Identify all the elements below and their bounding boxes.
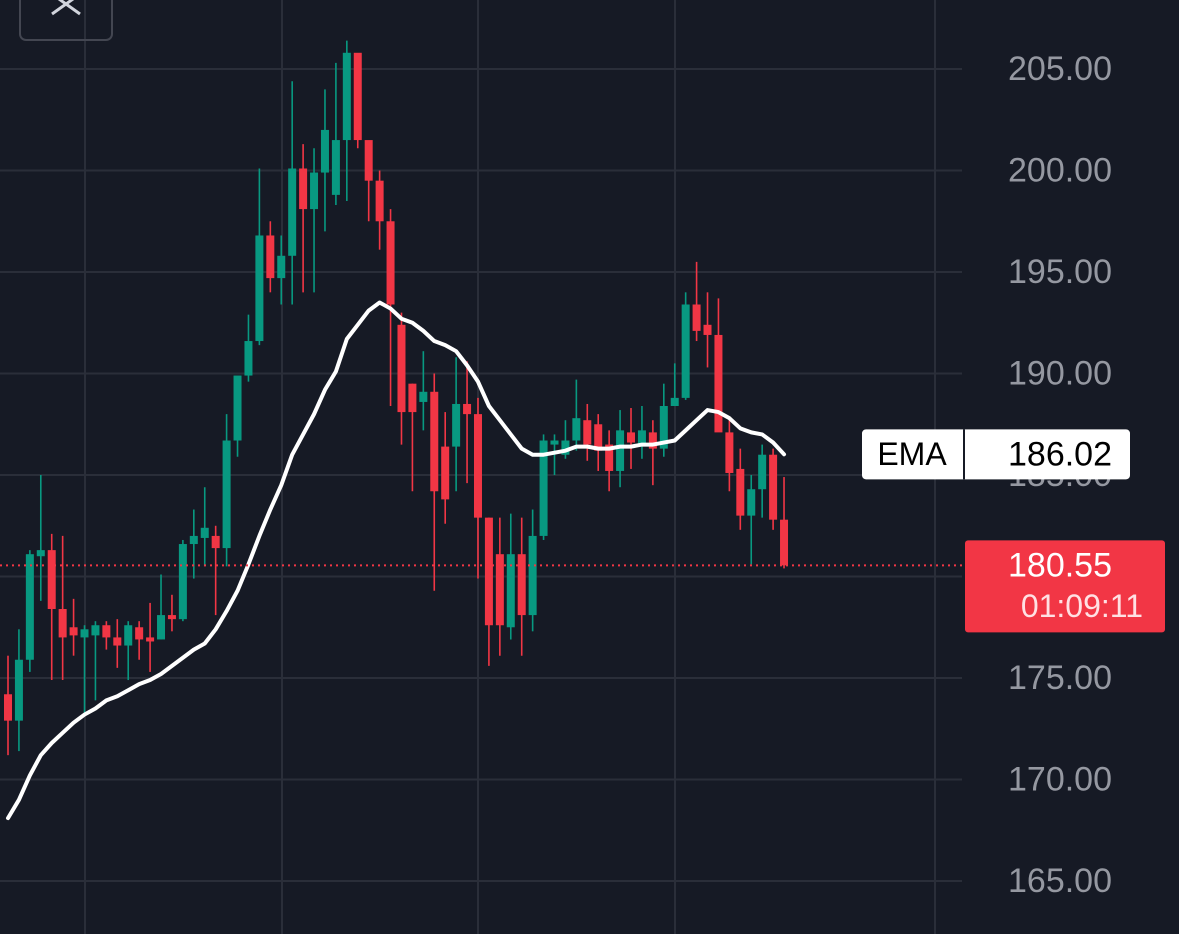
candle-body: [266, 235, 275, 279]
y-tick-label: 190.00: [1008, 355, 1112, 393]
candle-body: [517, 554, 526, 616]
candles: [4, 40, 789, 756]
candle-body: [113, 637, 122, 646]
candle-body: [419, 391, 428, 402]
candle-body: [780, 519, 789, 566]
ema-label-box: [862, 429, 1130, 480]
candle-body: [342, 52, 351, 141]
candle-body: [47, 550, 56, 609]
y-tick-label: 165.00: [1008, 862, 1112, 900]
candle-body: [58, 608, 67, 638]
candle-body: [430, 391, 439, 492]
ema-line: [6, 300, 787, 821]
candle-body: [484, 517, 493, 626]
y-tick-label: 205.00: [1008, 50, 1112, 88]
candle-body: [441, 446, 450, 500]
candle-body: [288, 168, 297, 256]
candle-body: [692, 304, 701, 331]
candle-body: [91, 625, 100, 636]
y-tick-label: 195.00: [1008, 253, 1112, 291]
candle-body: [539, 440, 548, 536]
close-icon[interactable]: [51, 0, 81, 16]
candle-body: [80, 629, 89, 638]
candle-body: [69, 627, 78, 636]
candle-body: [594, 424, 603, 451]
candle-body: [506, 554, 515, 628]
candle-body: [681, 304, 690, 398]
candle-body: [364, 140, 373, 181]
close-button[interactable]: [19, 0, 113, 41]
y-tick-label: 175.00: [1008, 659, 1112, 697]
candle-body: [408, 383, 417, 413]
candle-body: [102, 625, 111, 638]
candle-body: [528, 535, 537, 616]
candle-body: [758, 454, 767, 490]
candle-body: [135, 627, 144, 640]
candle-body: [167, 615, 176, 620]
candle-body: [561, 440, 570, 455]
ema-label-name: EMA: [877, 436, 947, 472]
candle-body: [320, 129, 329, 173]
candle-body: [473, 414, 482, 518]
candle-body: [637, 430, 646, 445]
candle-body: [583, 420, 592, 445]
candle-body: [14, 659, 23, 721]
candle-body: [495, 554, 504, 626]
y-tick-label: 170.00: [1008, 761, 1112, 799]
candle-body: [550, 440, 559, 445]
candle-body: [189, 535, 198, 545]
candle-body: [386, 221, 395, 305]
candle-body: [233, 375, 242, 441]
candle-body: [353, 52, 362, 141]
candle-body: [627, 432, 636, 443]
overlay: [0, 300, 962, 821]
candle-body: [736, 468, 745, 516]
candle-body: [714, 334, 723, 433]
labels: 165.00170.00175.00180.00185.00190.00195.…: [862, 50, 1165, 900]
candle-body: [648, 432, 657, 449]
candle-body: [670, 397, 679, 406]
candle-body: [331, 140, 340, 195]
candle-body: [244, 341, 253, 376]
candle-body: [255, 235, 264, 342]
countdown: 01:09:11: [1021, 588, 1143, 624]
candle-body: [277, 255, 286, 279]
candle-body: [124, 625, 133, 646]
candle-body: [605, 444, 614, 471]
close-button-frame[interactable]: [19, 0, 113, 41]
candle-body: [178, 544, 187, 620]
candle-body: [659, 405, 668, 449]
candle-body: [452, 403, 461, 447]
candle-body: [725, 432, 734, 473]
candle-body: [157, 615, 166, 640]
candle-body: [25, 554, 34, 660]
candle-body: [211, 535, 220, 549]
candle-body: [310, 172, 319, 210]
candle-body: [222, 440, 231, 549]
ema-label-value: 186.02: [1008, 435, 1112, 473]
price-label: 180.55: [1008, 546, 1112, 584]
candle-body: [769, 454, 778, 520]
candle-body: [397, 324, 406, 413]
candle-body: [375, 180, 384, 222]
candle-body: [747, 489, 756, 516]
candle-body: [200, 527, 209, 538]
candle-body: [572, 418, 581, 441]
candle-body: [299, 168, 308, 210]
candle-body: [4, 694, 12, 721]
candle-body: [616, 430, 625, 471]
candle-body: [703, 324, 712, 335]
candle-body: [146, 637, 155, 642]
price-label-box: [965, 540, 1165, 633]
candle-body: [36, 550, 45, 557]
y-tick-label: 200.00: [1008, 152, 1112, 190]
candle-body: [463, 403, 472, 415]
